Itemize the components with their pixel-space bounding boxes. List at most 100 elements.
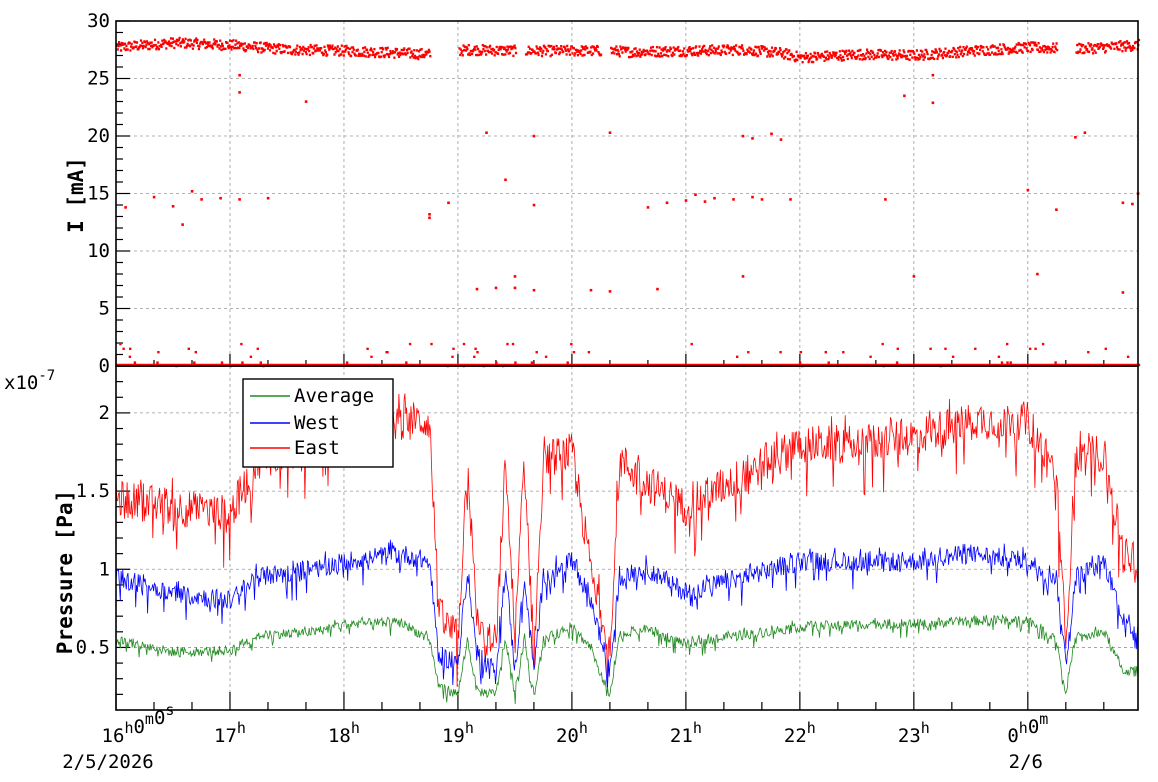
time-tick-unit: h [921,719,930,737]
current-outlier-point [532,203,536,207]
current-outlier-point [171,205,175,208]
current-outlier-point [912,275,916,278]
time-tick-label: 22h [784,719,816,747]
legend-east-label: East [294,437,340,459]
time-tick-value: 21 [670,725,693,747]
current-outlier-point [532,288,536,292]
current-outlier-point [513,275,517,278]
time-tick-unit: s [165,701,174,719]
current-outlier-point [428,213,431,216]
current-outlier-point [238,198,241,201]
time-tick-label: 21h [670,719,702,747]
current-outlier-point [751,195,754,199]
time-tick-value: 23 [898,725,921,747]
current-outlier-point [779,138,783,141]
current-outlier-point [589,288,593,292]
current-main-band [116,36,1141,64]
current-y-tick-label: 10 [87,240,110,262]
current-outlier-point [1131,202,1134,206]
pressure-plot-frame [115,365,1139,711]
time-tick-unit: m [145,710,154,728]
time-tick-value: 19 [442,725,465,747]
current-y-tick-label: 30 [87,10,110,32]
current-outlier-point [760,198,764,201]
pressure-scale-exponent: -7 [38,368,55,384]
current-outlier-point [770,132,773,136]
current-outlier-point [190,190,194,193]
current-y-tick-label: 0 [99,355,110,377]
time-tick-value: 0 [1007,725,1018,747]
current-outlier-point [931,73,935,77]
pressure-legend: Average West East [242,378,394,468]
current-data [116,36,1141,368]
current-outlier-point [513,286,517,290]
pressure-y-tick-label: 2 [99,402,110,424]
pressure-y-tick-label: 0.5 [76,636,110,658]
time-tick-value: 0 [133,716,144,738]
pressure-y-tick-label: 1 [99,558,110,580]
current-outlier-point [238,91,241,94]
current-outlier-point [703,200,707,203]
time-date-label: 2/5/2026 [62,751,154,773]
current-outlier-point [238,73,241,77]
time-tick-label: 19h [442,719,474,747]
pressure-series-average [115,613,1138,705]
time-tick-unit: h [124,719,133,737]
current-outlier-point [124,206,127,209]
pressure-y-tick-label: 1.5 [76,480,110,502]
time-tick-unit: h [693,719,702,737]
current-outlier-point [741,134,745,138]
time-tick-unit: h [351,719,360,737]
current-outlier-point [428,216,431,220]
current-outlier-point [266,196,270,200]
current-grid [116,20,1138,366]
current-outlier-point [665,201,669,205]
current-outlier-point [485,131,488,134]
time-date-label: 2/6 [1009,751,1043,773]
time-tick-unit: h [807,719,816,737]
time-tick-label: 0h0m [1007,710,1048,747]
time-tick-value: 0 [1028,716,1039,738]
current-outlier-point [608,290,612,293]
current-y-tick-labels: 0 5 10 15 20 25 30 [87,10,110,377]
current-outlier-point [694,193,697,196]
time-tick-value: 20 [556,725,579,747]
current-y-tick-label: 5 [99,298,110,320]
time-tick-value: 16 [102,725,125,747]
current-outlier-point [1074,136,1077,139]
time-tick-label: 18h [328,719,360,747]
time-tick-value: 0 [154,707,165,729]
time-tick-label: 23h [898,719,930,747]
current-outlier-point [532,134,536,138]
time-tick-unit: h [579,719,588,737]
time-tick-unit: h [1019,719,1028,737]
time-tick-unit: h [237,719,246,737]
current-outlier-point [1026,188,1030,192]
current-outlier-point [1121,201,1125,205]
current-outlier-point [713,196,716,200]
current-y-tick-label: 20 [87,125,110,147]
current-outlier-point [608,131,612,134]
current-outlier-point [475,287,479,291]
current-outlier-point [656,287,659,291]
pressure-panel: 0.5 1 1.5 2 Pressure [Pa] x10-7 Average Wes… [4,365,1139,711]
time-tick-label: 20h [556,719,588,747]
current-outlier-point [931,101,935,105]
current-outlier-point [732,198,735,201]
current-outlier-point [884,198,887,201]
pressure-series-west [115,539,1138,690]
pressure-y-axis-title: Pressure [Pa] [53,490,77,654]
legend-average-label: Average [294,385,374,407]
current-outlier-point [181,223,184,226]
current-outlier-point [447,201,450,205]
current-outlier-point [494,286,498,290]
current-outlier-point [200,198,203,201]
legend-west-label: West [294,412,340,434]
current-outlier-point [741,275,745,278]
time-tick-value: 17 [214,725,237,747]
pressure-scale-factor: x10-7 [4,368,55,394]
current-outlier-point [751,137,754,140]
current-outlier-point [504,178,507,182]
